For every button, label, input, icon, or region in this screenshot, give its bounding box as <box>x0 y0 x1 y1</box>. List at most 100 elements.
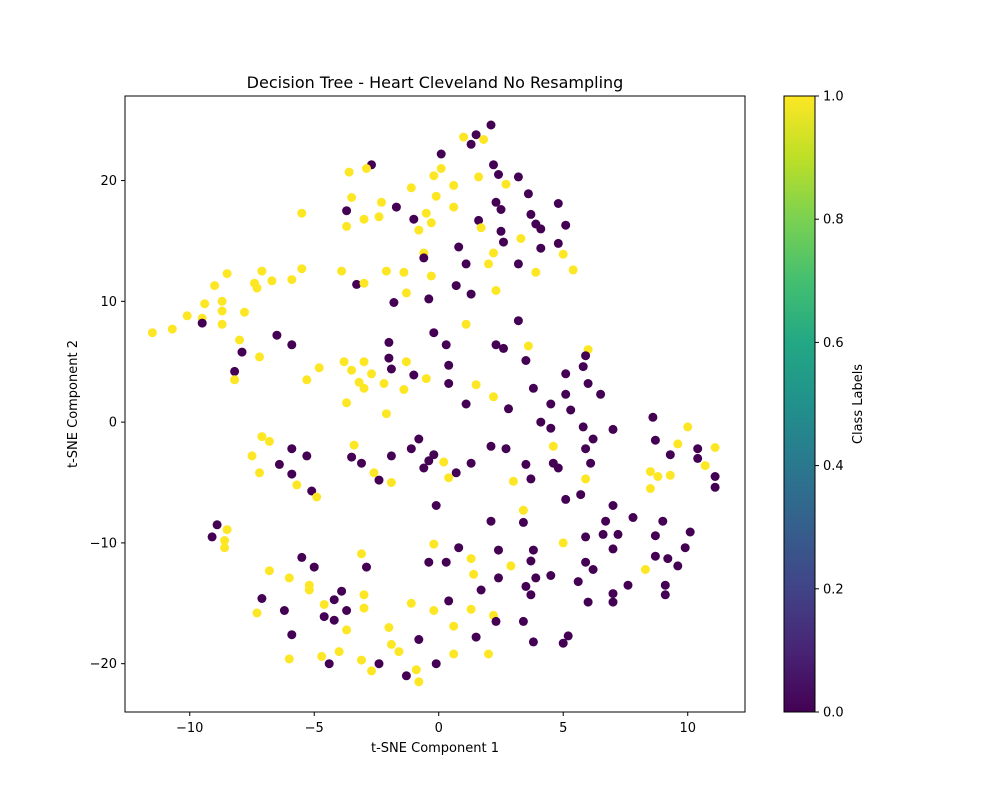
colorbar-tick-label: 0.8 <box>823 213 844 228</box>
scatter-point-class-1 <box>359 357 369 367</box>
scatter-point-class-1 <box>342 625 352 635</box>
scatter-point-class-0 <box>374 659 384 669</box>
scatter-point-class-0 <box>660 580 670 590</box>
colorbar-tick-label: 0.0 <box>823 706 844 721</box>
scatter-point-class-0 <box>710 482 720 492</box>
scatter-point-class-1 <box>581 474 591 484</box>
scatter-point-class-0 <box>424 456 434 466</box>
scatter-point-class-0 <box>471 130 481 140</box>
scatter-point-class-1 <box>354 377 364 387</box>
scatter-point-class-1 <box>252 608 262 618</box>
scatter-point-class-0 <box>287 469 297 479</box>
scatter-point-class-0 <box>496 226 506 236</box>
scatter-point-class-0 <box>513 259 523 269</box>
scatter-point-class-1 <box>461 319 471 329</box>
scatter-point-class-0 <box>491 340 501 350</box>
scatter-point-class-0 <box>663 554 673 564</box>
scatter-point-class-0 <box>499 343 508 353</box>
scatter-point-class-1 <box>429 539 439 549</box>
y-tick-label: −10 <box>90 536 117 551</box>
scatter-point-class-0 <box>384 353 394 363</box>
scatter-point-class-0 <box>494 170 503 179</box>
scatter-point-class-0 <box>386 451 396 461</box>
scatter-point-class-1 <box>401 357 411 367</box>
scatter-point-class-1 <box>710 443 720 452</box>
colorbar-tick-label: 0.6 <box>823 336 844 351</box>
scatter-point-class-1 <box>210 281 220 291</box>
scatter-point-class-0 <box>257 594 267 603</box>
scatter-point-class-0 <box>444 379 454 388</box>
scatter-point-class-0 <box>329 595 339 605</box>
scatter-point-class-0 <box>419 253 429 263</box>
scatter-point-class-0 <box>414 635 424 644</box>
scatter-point-class-0 <box>566 405 576 415</box>
y-tick-label: 20 <box>100 174 117 189</box>
scatter-point-class-0 <box>601 516 611 526</box>
x-tick-label: −10 <box>176 721 203 736</box>
scatter-point-class-0 <box>576 490 586 500</box>
scatter-point-class-1 <box>359 383 369 393</box>
scatter-point-class-0 <box>494 545 503 555</box>
scatter-point-class-1 <box>645 484 655 493</box>
scatter-point-class-1 <box>399 385 409 394</box>
scatter-point-class-1 <box>484 259 493 269</box>
scatter-point-class-1 <box>220 543 230 553</box>
scatter-point-class-1 <box>264 566 274 576</box>
plot-area-frame <box>124 95 746 713</box>
scatter-point-class-1 <box>414 677 424 687</box>
scatter-point-class-0 <box>461 399 471 409</box>
scatter-point-class-1 <box>381 409 391 419</box>
scatter-point-class-1 <box>479 135 489 144</box>
chart-title: Decision Tree - Heart Cleveland No Resam… <box>247 73 624 92</box>
scatter-point-class-0 <box>302 451 312 461</box>
scatter-point-class-0 <box>424 557 434 567</box>
colorbar <box>783 95 816 713</box>
scatter-point-class-0 <box>362 562 371 572</box>
scatter-point-class-0 <box>561 369 571 379</box>
scatter-point-class-1 <box>217 306 227 316</box>
scatter-point-class-0 <box>521 459 531 469</box>
scatter-point-class-1 <box>367 369 376 379</box>
scatter-point-class-0 <box>573 577 583 587</box>
scatter-point-class-0 <box>287 444 297 454</box>
scatter-point-class-1 <box>359 278 369 288</box>
scatter-point-class-0 <box>347 452 357 462</box>
scatter-point-class-1 <box>217 319 227 329</box>
scatter-point-class-1 <box>406 598 416 608</box>
scatter-point-class-0 <box>491 616 501 626</box>
scatter-point-class-1 <box>439 457 449 467</box>
scatter-point-class-0 <box>553 463 563 473</box>
scatter-point-class-0 <box>466 289 476 299</box>
scatter-point-class-1 <box>518 505 528 515</box>
scatter-point-class-0 <box>586 458 596 468</box>
scatter-point-class-1 <box>264 436 274 446</box>
scatter-point-class-1 <box>317 651 327 661</box>
colorbar-label: Class Labels <box>851 364 866 444</box>
scatter-point-class-1 <box>222 269 232 279</box>
scatter-point-class-0 <box>650 551 660 561</box>
scatter-point-class-1 <box>147 328 157 338</box>
scatter-point-class-1 <box>255 468 264 478</box>
scatter-point-class-1 <box>347 365 357 375</box>
scatter-point-class-1 <box>414 225 424 235</box>
scatter-point-class-1 <box>267 276 277 286</box>
scatter-point-class-1 <box>449 621 459 631</box>
scatter-point-class-0 <box>272 330 282 340</box>
scatter-point-class-1 <box>548 441 558 451</box>
scatter-point-class-0 <box>558 638 568 648</box>
scatter-point-class-1 <box>421 374 431 384</box>
scatter-point-class-1 <box>558 538 568 548</box>
scatter-point-class-0 <box>680 543 690 553</box>
scatter-point-class-1 <box>359 214 369 224</box>
scatter-point-class-0 <box>444 596 454 606</box>
scatter-point-class-0 <box>409 370 419 380</box>
scatter-point-class-1 <box>411 665 421 675</box>
scatter-point-class-1 <box>377 197 386 207</box>
scatter-point-class-0 <box>352 279 362 289</box>
scatter-point-class-0 <box>309 562 319 572</box>
x-tick-label: 5 <box>559 721 567 736</box>
scatter-point-class-1 <box>508 476 518 486</box>
y-axis-label: t-SNE Component 2 <box>66 340 81 468</box>
scatter-point-class-0 <box>491 197 501 207</box>
